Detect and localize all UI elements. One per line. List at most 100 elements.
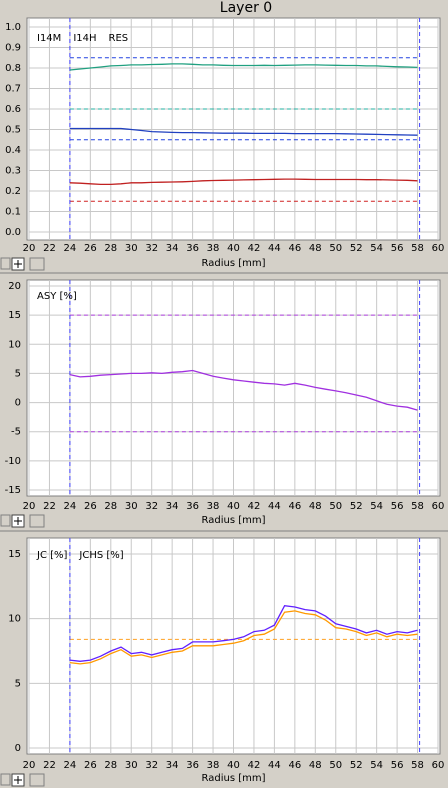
x-tick-label: 54 <box>370 501 383 512</box>
x-tick-label: 60 <box>432 501 445 512</box>
x-axis-label: Radius [mm] <box>202 515 266 526</box>
plus-icon <box>14 776 22 784</box>
x-tick-label: 36 <box>186 243 199 254</box>
y-tick-label: 15 <box>8 310 21 321</box>
y-tick-label: 20 <box>8 281 21 292</box>
y-tick-label: 10 <box>8 614 21 625</box>
x-tick-label: 24 <box>64 501 77 512</box>
legend-label: ASY [%] <box>37 291 77 302</box>
x-tick-label: 54 <box>370 760 383 771</box>
x-tick-label: 50 <box>329 243 342 254</box>
x-tick-label: 32 <box>145 501 158 512</box>
x-tick-label: 20 <box>23 501 36 512</box>
zoom-button[interactable] <box>0 514 11 527</box>
x-tick-label: 52 <box>350 760 363 771</box>
x-tick-label: 26 <box>84 501 97 512</box>
x-tick-label: 40 <box>227 243 240 254</box>
y-tick-label: 0.9 <box>5 43 21 54</box>
x-tick-label: 48 <box>309 243 322 254</box>
x-tick-label: 34 <box>166 501 179 512</box>
legend-label: I14H <box>73 33 96 44</box>
x-tick-label: 46 <box>288 760 301 771</box>
toolbar <box>0 514 45 528</box>
x-tick-label: 60 <box>432 243 445 254</box>
y-tick-label: 0.4 <box>5 145 21 156</box>
x-tick-label: 26 <box>84 243 97 254</box>
x-tick-label: 56 <box>391 243 404 254</box>
zoom-button[interactable] <box>0 773 11 786</box>
x-tick-label: 36 <box>186 760 199 771</box>
legend-label: RES <box>109 33 129 44</box>
x-tick-label: 56 <box>391 501 404 512</box>
y-tick-label: 0.5 <box>5 125 21 136</box>
legend-label: I14M <box>37 33 61 44</box>
y-tick-label: 0 <box>15 398 21 409</box>
y-tick-label: 0.7 <box>5 84 21 95</box>
data-line <box>69 127 418 136</box>
x-tick-label: 30 <box>125 760 138 771</box>
x-tick-label: 44 <box>268 760 281 771</box>
x-tick-label: 32 <box>145 243 158 254</box>
x-tick-label: 30 <box>125 243 138 254</box>
x-tick-label: 34 <box>166 760 179 771</box>
x-tick-label: 24 <box>64 243 77 254</box>
x-tick-label: 48 <box>309 501 322 512</box>
x-axis-label: Radius [mm] <box>202 258 266 269</box>
x-tick-label: 38 <box>207 760 220 771</box>
x-tick-label: 20 <box>23 760 36 771</box>
x-tick-label: 52 <box>350 501 363 512</box>
x-tick-label: 40 <box>227 760 240 771</box>
x-tick-label: 36 <box>186 501 199 512</box>
x-tick-label: 20 <box>23 243 36 254</box>
x-tick-label: 50 <box>329 501 342 512</box>
x-tick-label: 22 <box>43 243 56 254</box>
x-tick-label: 40 <box>227 501 240 512</box>
x-tick-label: 42 <box>248 501 261 512</box>
y-tick-label: 0 <box>15 743 21 754</box>
x-tick-label: 44 <box>268 243 281 254</box>
y-tick-label: 5 <box>15 678 21 689</box>
x-tick-label: 44 <box>268 501 281 512</box>
x-tick-label: 38 <box>207 501 220 512</box>
x-tick-label: 58 <box>411 501 424 512</box>
x-tick-label: 30 <box>125 501 138 512</box>
x-tick-label: 32 <box>145 760 158 771</box>
y-tick-label: 0.6 <box>5 104 21 115</box>
toolbar <box>0 773 45 787</box>
x-tick-label: 54 <box>370 243 383 254</box>
data-line <box>69 604 418 662</box>
y-tick-label: 0.0 <box>5 227 21 238</box>
pan-button[interactable] <box>29 257 45 271</box>
legend-label: JCHS [%] <box>78 550 123 561</box>
x-tick-label: 28 <box>104 760 117 771</box>
y-tick-label: 0.2 <box>5 186 21 197</box>
plus-icon <box>14 260 22 268</box>
plus-icon <box>14 517 22 525</box>
x-tick-label: 28 <box>104 243 117 254</box>
zoom-button[interactable] <box>0 257 11 270</box>
y-tick-label: -5 <box>11 427 21 438</box>
x-tick-label: 48 <box>309 760 322 771</box>
x-tick-label: 24 <box>64 760 77 771</box>
page-title: Layer 0 <box>220 0 272 16</box>
x-tick-label: 26 <box>84 760 97 771</box>
pan-button[interactable] <box>29 514 45 528</box>
x-tick-label: 42 <box>248 243 261 254</box>
legend-label: JC [%] <box>36 550 68 561</box>
x-axis-label: Radius [mm] <box>202 773 266 784</box>
x-tick-label: 42 <box>248 760 261 771</box>
y-tick-label: 0.3 <box>5 166 21 177</box>
pan-button[interactable] <box>29 773 45 787</box>
y-tick-label: -15 <box>5 485 21 496</box>
data-line <box>69 610 418 665</box>
y-tick-label: 10 <box>8 339 21 350</box>
x-tick-label: 22 <box>43 760 56 771</box>
y-tick-label: 5 <box>15 368 21 379</box>
y-tick-label: 1.0 <box>5 22 21 33</box>
x-tick-label: 60 <box>432 760 445 771</box>
x-tick-label: 46 <box>288 501 301 512</box>
x-tick-label: 50 <box>329 760 342 771</box>
toolbar <box>0 257 45 271</box>
data-line <box>69 178 418 186</box>
